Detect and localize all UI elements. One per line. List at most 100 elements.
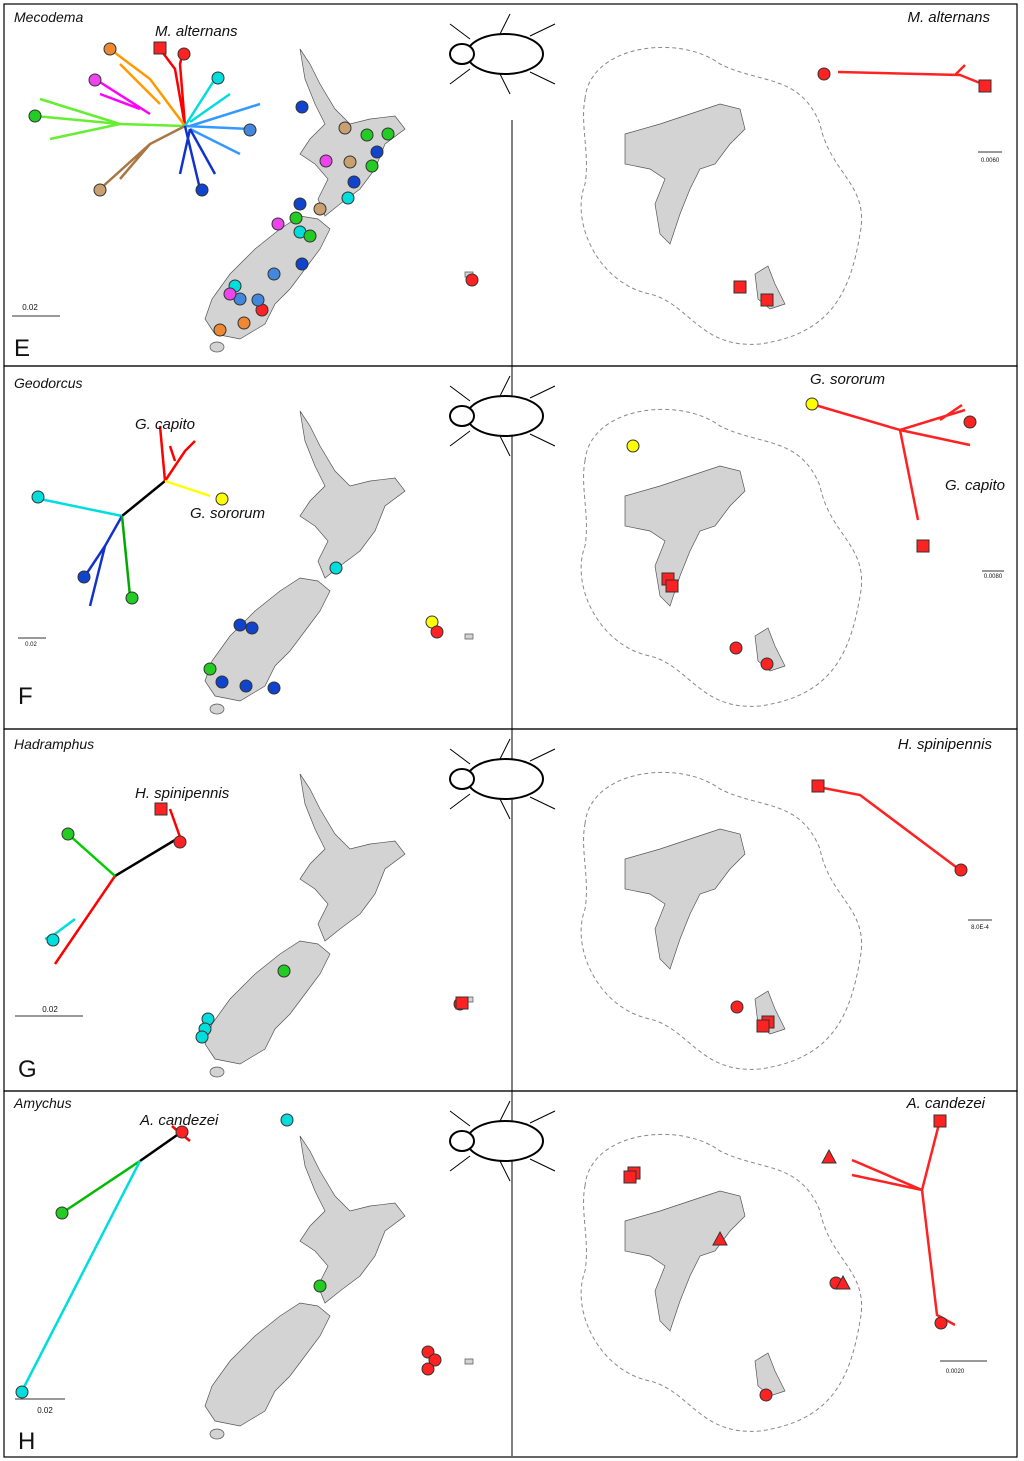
site-circle bbox=[125, 591, 139, 605]
site-circle bbox=[28, 109, 42, 123]
site-circle bbox=[341, 191, 355, 205]
site-circle bbox=[55, 1206, 69, 1220]
site-circle bbox=[223, 287, 237, 301]
site-square bbox=[154, 802, 168, 816]
site-circle bbox=[428, 1353, 442, 1367]
site-square bbox=[665, 579, 679, 593]
tree-branch bbox=[814, 403, 971, 521]
site-circle bbox=[88, 73, 102, 87]
genus-label: Hadramphus bbox=[14, 736, 94, 752]
site-circle bbox=[175, 1125, 189, 1139]
site-circle bbox=[963, 415, 977, 429]
tree-branch bbox=[837, 64, 986, 87]
site-circle bbox=[293, 197, 307, 211]
site-circle bbox=[729, 641, 743, 655]
site-circle bbox=[195, 1030, 209, 1044]
tree-branch bbox=[851, 1119, 956, 1327]
scale-right-label: 0.0020 bbox=[946, 1369, 965, 1375]
site-circle bbox=[329, 561, 343, 575]
site-circle bbox=[233, 618, 247, 632]
tree-species-label: G. capito bbox=[135, 416, 195, 433]
site-square bbox=[455, 996, 469, 1010]
tree-branch bbox=[120, 515, 132, 597]
site-circle bbox=[213, 323, 227, 337]
scale-left-label: 0.02 bbox=[42, 1005, 58, 1014]
site-circle bbox=[360, 128, 374, 142]
panel-frame bbox=[3, 1090, 1018, 1458]
chatham-map bbox=[580, 46, 863, 345]
site-circle bbox=[295, 100, 309, 114]
beetle-icon bbox=[449, 1100, 556, 1182]
tree-species-label: H. spinipennis bbox=[135, 785, 230, 802]
tree-branch bbox=[20, 1160, 142, 1392]
site-circle bbox=[271, 217, 285, 231]
tree-branch bbox=[67, 833, 116, 877]
tree-branch bbox=[39, 497, 123, 518]
tree-branch bbox=[114, 835, 181, 878]
island-species-label: G. capito bbox=[945, 477, 1005, 494]
site-square bbox=[978, 79, 992, 93]
site-circle bbox=[303, 229, 317, 243]
site-square bbox=[933, 1114, 947, 1128]
site-circle bbox=[77, 570, 91, 584]
panel: Hadramphus H. spinipennis H. spinipennis 0.… bbox=[3, 728, 1018, 1092]
site-circle bbox=[338, 121, 352, 135]
chatham-map bbox=[580, 1133, 863, 1432]
site-circle bbox=[289, 211, 303, 225]
site-circle bbox=[215, 675, 229, 689]
site-circle bbox=[313, 202, 327, 216]
site-circle bbox=[760, 657, 774, 671]
nz-map bbox=[204, 773, 474, 1078]
site-circle bbox=[759, 1388, 773, 1402]
site-circle bbox=[103, 42, 117, 56]
nz-map bbox=[204, 1135, 474, 1440]
site-circle bbox=[934, 1316, 948, 1330]
beetle-icon bbox=[449, 13, 556, 95]
site-circle bbox=[203, 662, 217, 676]
site-circle bbox=[805, 397, 819, 411]
tree-species-label: M. alternans bbox=[155, 23, 238, 40]
tree-branch bbox=[83, 515, 124, 607]
site-triangle bbox=[835, 1274, 851, 1290]
site-square bbox=[756, 1019, 770, 1033]
beetle-icon bbox=[449, 375, 556, 457]
tree-branch bbox=[109, 48, 187, 127]
site-circle bbox=[365, 159, 379, 173]
tree-branch bbox=[61, 1159, 141, 1215]
scale-left-label: 0.02 bbox=[22, 303, 38, 312]
site-circle bbox=[267, 267, 281, 281]
site-circle bbox=[93, 183, 107, 197]
site-circle bbox=[251, 293, 265, 307]
site-circle bbox=[177, 47, 191, 61]
tree-branch bbox=[184, 102, 261, 156]
site-circle bbox=[245, 621, 259, 635]
panel-letter: F bbox=[18, 683, 33, 710]
scale-right-label: 8.0E-4 bbox=[971, 925, 989, 931]
site-circle bbox=[239, 679, 253, 693]
site-square bbox=[760, 293, 774, 307]
site-circle bbox=[817, 67, 831, 81]
site-circle bbox=[280, 1113, 294, 1127]
site-circle bbox=[195, 183, 209, 197]
scale-right-label: 0.0060 bbox=[981, 158, 1000, 164]
site-circle bbox=[319, 154, 333, 168]
panel-letter: G bbox=[18, 1056, 37, 1083]
chatham-map bbox=[580, 771, 863, 1070]
chatham-map bbox=[580, 408, 863, 707]
tree-branch bbox=[158, 425, 196, 482]
site-square bbox=[916, 539, 930, 553]
site-circle bbox=[211, 71, 225, 85]
site-circle bbox=[343, 155, 357, 169]
site-circle bbox=[347, 175, 361, 189]
tree-branch bbox=[53, 808, 182, 965]
site-circle bbox=[237, 316, 251, 330]
island-species-label: H. spinipennis bbox=[898, 736, 993, 753]
site-circle bbox=[243, 123, 257, 137]
panel: Amychus A. candezei A. candezei 0.02 0.0020 H bbox=[3, 1090, 1018, 1458]
island-species-label: G. sororum bbox=[810, 371, 885, 388]
site-square bbox=[623, 1170, 637, 1184]
site-square bbox=[733, 280, 747, 294]
site-circle bbox=[31, 490, 45, 504]
tree-branch bbox=[164, 479, 211, 498]
